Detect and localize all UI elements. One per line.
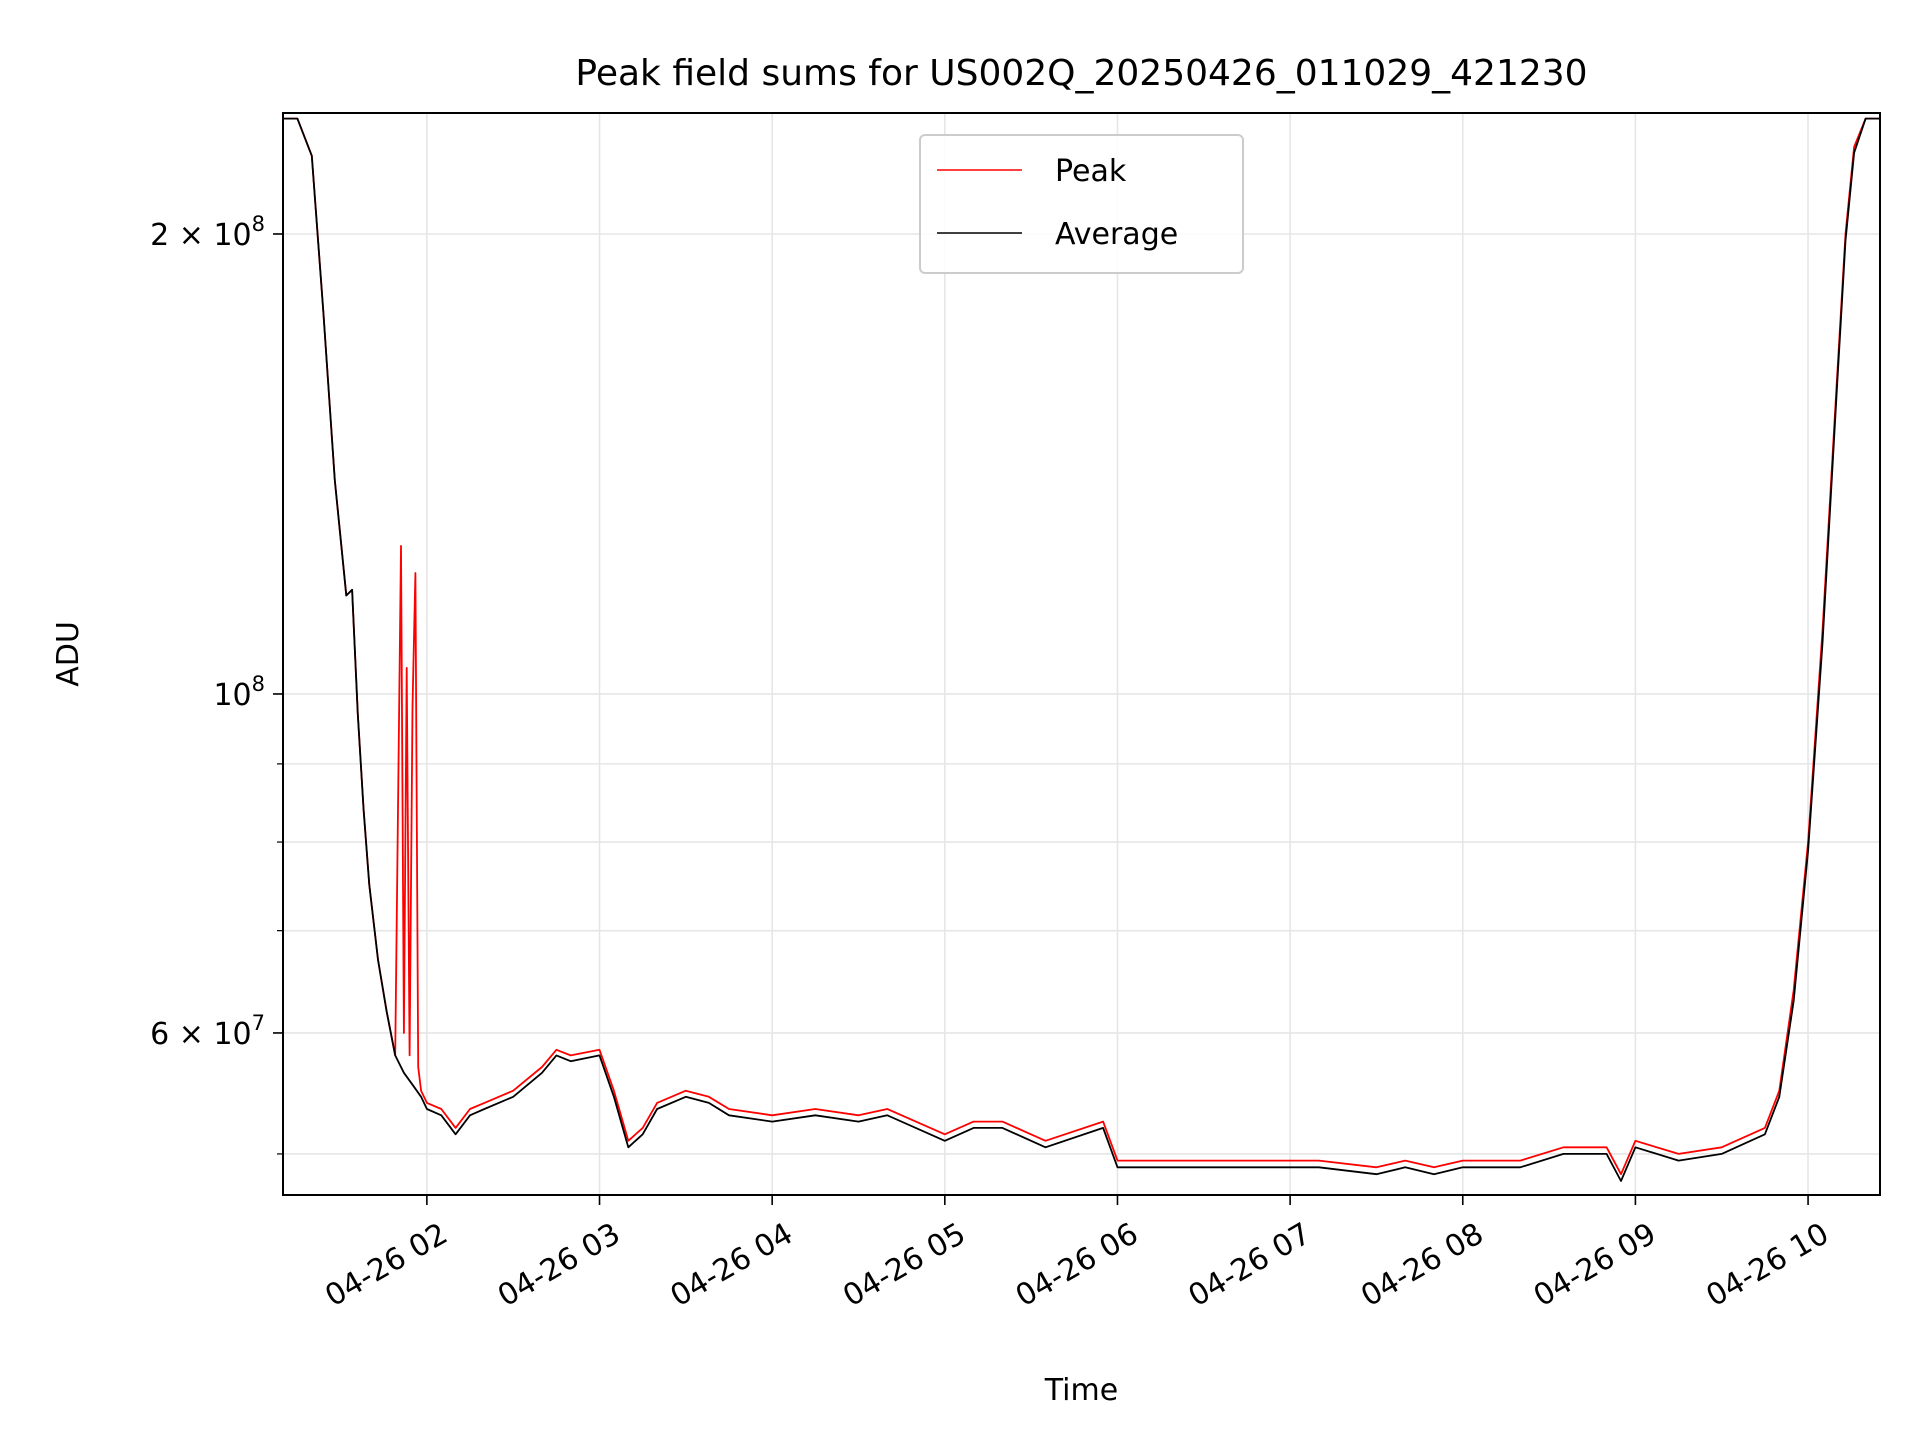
legend: Peak Average: [919, 134, 1244, 274]
y-tick-base: 10: [213, 678, 251, 713]
y-tick-exponent: 8: [252, 212, 265, 236]
y-tick-base: 10: [213, 1017, 251, 1052]
y-tick-exponent: 8: [252, 672, 265, 696]
grid: [283, 113, 1880, 1195]
y-tick-label: 2 × 108: [150, 212, 265, 253]
x-tick-label: 04-26 10: [1701, 1216, 1835, 1314]
y-tick-times: ×: [169, 218, 213, 253]
legend-label-peak: Peak: [1055, 154, 1127, 189]
x-tick-label: 04-26 08: [1355, 1216, 1489, 1314]
x-tick-label: 04-26 09: [1528, 1216, 1662, 1314]
y-tick-exponent: 7: [252, 1011, 265, 1035]
x-tick-label: 04-26 06: [1010, 1216, 1144, 1314]
y-tick-label: 108: [213, 672, 265, 713]
x-axis-label: Time: [1044, 1373, 1118, 1408]
series-line-average: [283, 117, 1880, 1182]
legend-label-average: Average: [1055, 217, 1178, 252]
series-line-peak: [283, 117, 1880, 1176]
y-axis-label: ADU: [51, 621, 86, 687]
x-tick-label: 04-26 05: [837, 1216, 971, 1314]
x-tick-label: 04-26 03: [492, 1216, 626, 1314]
plot-area: [283, 117, 1880, 1182]
axes-frame: [282, 112, 1881, 1196]
y-tick-label: 6 × 107: [150, 1011, 265, 1052]
y-tick-times: ×: [169, 1017, 213, 1052]
chart-title: Peak field sums for US002Q_20250426_0110…: [575, 53, 1587, 94]
y-tick-base: 10: [213, 218, 251, 253]
y-tick-mantissa: 6: [150, 1017, 169, 1052]
y-tick-mantissa: 2: [150, 218, 169, 253]
x-tick-label: 04-26 04: [665, 1216, 799, 1314]
x-tick-label: 04-26 07: [1183, 1216, 1317, 1314]
x-tick-label: 04-26 02: [319, 1216, 453, 1314]
